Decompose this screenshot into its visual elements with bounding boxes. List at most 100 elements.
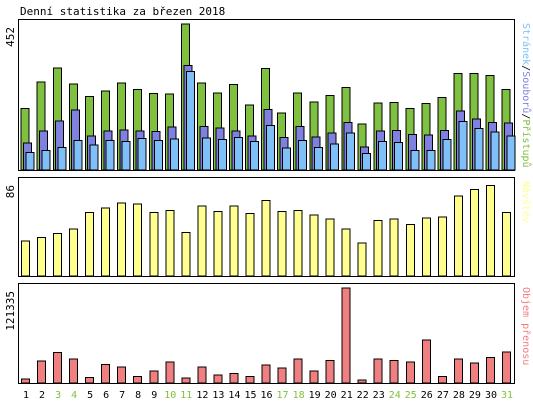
bar-navstevy-27 <box>437 216 447 277</box>
x-tick-label-25: 25 <box>405 390 417 401</box>
bar-stranky-3 <box>57 147 67 171</box>
legend-entry-hits-3: Souborů <box>520 71 532 113</box>
legend-entry-visits-1: Návštěv <box>520 181 532 223</box>
x-tick-label-8: 8 <box>135 390 141 401</box>
bar-navstevy-13 <box>213 211 223 277</box>
bar-prenos-1 <box>21 378 30 384</box>
legend-hits: Stránek/Souborů/Přístupů <box>520 23 532 168</box>
bar-prenos-19 <box>309 370 319 384</box>
bar-prenos-26 <box>421 339 431 384</box>
bar-prenos-18 <box>293 358 303 384</box>
bar-navstevy-7 <box>117 202 127 277</box>
x-tick-label-18: 18 <box>293 390 305 401</box>
bar-navstevy-24 <box>389 218 399 277</box>
bar-navstevy-14 <box>229 205 239 277</box>
bar-stranky-26 <box>426 150 436 171</box>
bar-prenos-30 <box>485 357 495 384</box>
bar-prenos-12 <box>197 366 207 384</box>
bar-prenos-3 <box>53 352 63 384</box>
bar-stranky-16 <box>266 124 275 171</box>
bar-stranky-12 <box>201 137 211 171</box>
bar-stranky-28 <box>458 121 468 171</box>
bar-navstevy-18 <box>293 209 303 277</box>
bar-navstevy-3 <box>53 232 63 277</box>
bar-stranky-18 <box>298 139 307 171</box>
bar-navstevy-26 <box>421 217 431 277</box>
bar-navstevy-16 <box>261 200 271 277</box>
x-tick-label-15: 15 <box>244 390 256 401</box>
x-tick-label-12: 12 <box>196 390 208 401</box>
bar-prenos-2 <box>37 360 46 384</box>
bar-navstevy-11 <box>181 231 191 277</box>
bar-prenos-24 <box>389 359 399 384</box>
bar-navstevy-31 <box>502 212 511 277</box>
x-tick-label-1: 1 <box>23 390 29 401</box>
bar-prenos-14 <box>229 372 239 384</box>
panel-frame-bytes <box>18 283 515 384</box>
bar-navstevy-10 <box>165 209 175 277</box>
bar-stranky-20 <box>330 143 340 171</box>
bar-prenos-29 <box>469 362 479 384</box>
bar-navstevy-22 <box>357 242 367 277</box>
bar-prenos-8 <box>133 376 143 384</box>
bar-prenos-5 <box>85 376 95 384</box>
bar-navstevy-4 <box>69 228 79 277</box>
x-tick-label-4: 4 <box>71 390 77 401</box>
y-max-label-bytes: 121335 <box>4 291 17 331</box>
y-max-label-visits: 86 <box>4 185 17 198</box>
bar-stranky-9 <box>153 139 163 171</box>
x-tick-label-22: 22 <box>357 390 369 401</box>
bar-prenos-25 <box>405 361 415 384</box>
bar-navstevy-20 <box>325 218 335 277</box>
bar-stranky-27 <box>442 139 452 171</box>
bar-stranky-1 <box>25 152 35 171</box>
bar-navstevy-12 <box>197 205 207 277</box>
bar-prenos-31 <box>502 351 511 384</box>
legend-bytes: Objem přenosu <box>520 287 532 365</box>
x-tick-label-28: 28 <box>453 390 465 401</box>
bar-navstevy-2 <box>37 237 46 277</box>
bar-stranky-5 <box>89 144 99 171</box>
bar-prenos-20 <box>325 360 335 384</box>
bar-stranky-25 <box>410 149 420 171</box>
bar-navstevy-17 <box>277 211 287 277</box>
bar-stranky-21 <box>346 132 356 171</box>
bar-stranky-10 <box>169 138 179 171</box>
bar-navstevy-15 <box>245 213 255 277</box>
x-tick-label-27: 27 <box>437 390 449 401</box>
bar-stranky-6 <box>105 139 115 171</box>
bar-navstevy-23 <box>373 219 383 277</box>
x-tick-label-23: 23 <box>373 390 385 401</box>
x-tick-label-13: 13 <box>212 390 224 401</box>
bar-stranky-7 <box>121 140 131 171</box>
x-tick-label-20: 20 <box>325 390 337 401</box>
bar-navstevy-29 <box>469 189 479 277</box>
x-tick-label-9: 9 <box>151 390 157 401</box>
bar-prenos-27 <box>437 375 447 384</box>
y-max-label-hits: 452 <box>4 27 17 47</box>
x-tick-label-19: 19 <box>309 390 321 401</box>
bar-prenos-16 <box>261 364 271 384</box>
bar-stranky-19 <box>314 147 324 171</box>
legend-entry-hits-4: / <box>520 113 531 119</box>
x-tick-label-24: 24 <box>389 390 401 401</box>
legend-entry-hits-5: Přístupů <box>520 119 532 167</box>
bar-prenos-6 <box>101 364 111 384</box>
x-tick-label-30: 30 <box>485 390 497 401</box>
bar-stranky-14 <box>233 137 243 171</box>
bar-stranky-8 <box>137 138 147 171</box>
bar-stranky-17 <box>282 147 291 171</box>
bar-stranky-4 <box>73 139 83 171</box>
bar-prenos-9 <box>149 370 159 384</box>
bar-stranky-30 <box>490 131 500 171</box>
bar-navstevy-19 <box>309 214 319 277</box>
bar-prenos-21 <box>341 287 351 384</box>
bar-prenos-17 <box>277 367 287 384</box>
chart-title: Denní statistika za březen 2018 <box>20 5 225 18</box>
x-tick-label-2: 2 <box>39 390 45 401</box>
x-tick-label-10: 10 <box>164 390 176 401</box>
bar-navstevy-8 <box>133 203 143 277</box>
x-tick-label-11: 11 <box>180 390 192 401</box>
bar-navstevy-5 <box>85 212 95 277</box>
